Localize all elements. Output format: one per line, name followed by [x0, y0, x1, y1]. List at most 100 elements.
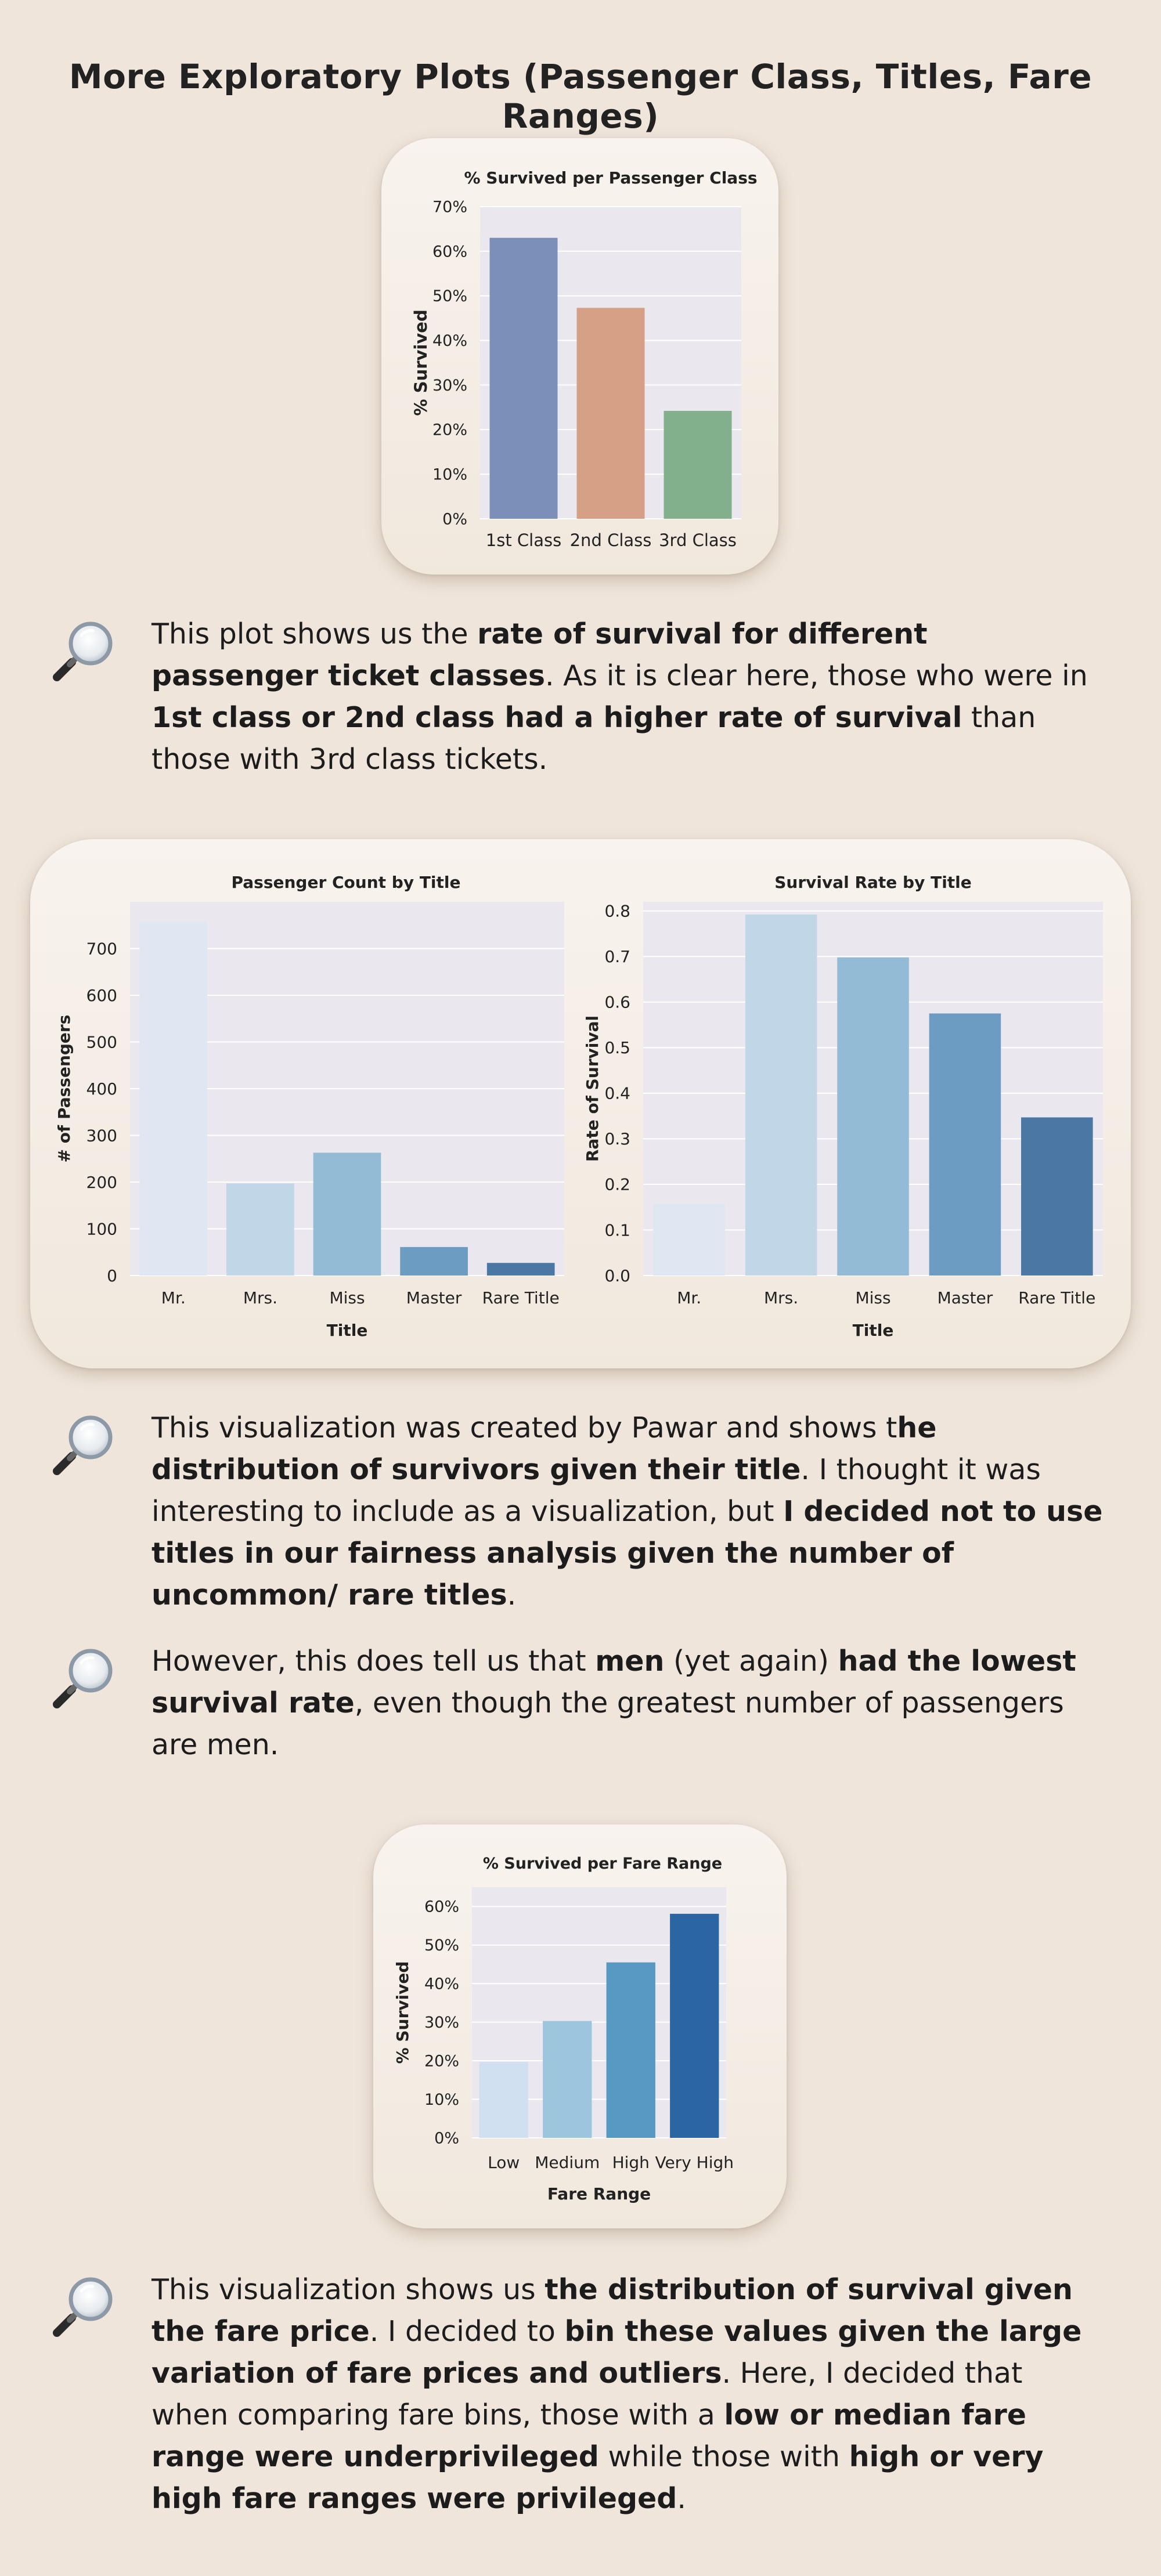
x-axis-label: Title	[327, 1321, 368, 1340]
x-tick-label: Low	[488, 2153, 520, 2172]
x-tick-label: Master	[938, 1288, 993, 1307]
chart-card-titles: 0 100 200 300 400 500 600 700 Mr. Mrs. Miss Master R…	[30, 839, 1131, 1368]
y-tick-label: 0.3	[604, 1129, 630, 1148]
bold-text: I decided not to use titles in our fairn…	[152, 1495, 1103, 1612]
bar-mr-	[653, 1204, 725, 1276]
x-tick-label: 1st Class	[486, 530, 561, 550]
bar-mr-	[139, 922, 208, 1276]
x-tick-label: Mr.	[677, 1288, 701, 1307]
y-tick-label: 0.0	[604, 1266, 630, 1285]
text-run: This plot shows us the	[152, 617, 478, 651]
x-tick-label: Master	[406, 1288, 462, 1307]
y-tick-label: 20%	[432, 421, 467, 439]
bar-master	[400, 1247, 468, 1276]
bar-rare-title	[1021, 1117, 1093, 1276]
text-run: However, this does tell us that	[152, 1645, 596, 1678]
magnifying-glass-icon	[52, 2274, 116, 2337]
bold-text: rate of survival for different passenger…	[152, 617, 928, 692]
bar-miss	[837, 957, 909, 1276]
y-tick-label: 40%	[432, 332, 467, 350]
chart-card-fare-range: 0% 10% 20% 30% 40% 50% 60% Low Medium High Very Hi…	[373, 1824, 787, 2228]
x-tick-label: Very High	[655, 2153, 734, 2172]
chart-survival-rate-by-title: 0.0 0.1 0.2 0.3 0.4 0.5 0.6 0.7 0.8 Mr. Mrs. Miss Ma…	[583, 873, 1103, 1340]
x-tick-label: Rare Title	[482, 1288, 560, 1307]
magnifying-glass-icon	[52, 618, 116, 682]
chart-title: Passenger Count by Title	[231, 873, 460, 892]
page-title: More Exploratory Plots (Passenger Class,…	[68, 57, 1093, 136]
y-tick-label: 300	[86, 1126, 117, 1145]
text-run: . Here, I decided that when comparing fa…	[152, 2357, 1023, 2432]
x-tick-label: Medium	[535, 2153, 600, 2172]
y-tick-label: 60%	[432, 243, 467, 261]
paragraph-men-survival: However, this does tell us that men (yet…	[152, 1641, 1104, 1766]
y-tick-label: 40%	[424, 1975, 459, 1993]
y-tick-label: 0.6	[604, 993, 630, 1012]
x-tick-label: Rare Title	[1018, 1288, 1095, 1307]
x-tick-label: Mrs.	[243, 1288, 277, 1307]
y-tick-label: 30%	[432, 377, 467, 395]
y-tick-label: 0%	[442, 510, 467, 528]
text-run: This visualization was created by Pawar …	[152, 1411, 897, 1444]
y-tick-label: 700	[86, 939, 117, 958]
chart-passenger-class: 0% 10% 20% 30% 40% 50% 60% 70% 1st Class 2nd Clas…	[411, 168, 758, 550]
text-run: . I decided to	[369, 2315, 565, 2348]
y-axis-label: % Survived	[393, 1961, 412, 2064]
bar-3rd-class	[664, 411, 732, 519]
chart-passenger-count-by-title: 0 100 200 300 400 500 600 700 Mr. Mrs. Miss Master R…	[55, 873, 564, 1340]
y-tick-label: 0.2	[604, 1175, 630, 1194]
x-tick-label: 2nd Class	[570, 530, 652, 550]
bar-2nd-class	[576, 308, 645, 519]
y-tick-label: 200	[86, 1173, 117, 1192]
y-tick-label: 0.4	[604, 1084, 630, 1103]
y-tick-label: 20%	[424, 2053, 459, 2071]
x-tick-label: High	[612, 2153, 650, 2172]
y-tick-label: 100	[86, 1219, 117, 1238]
y-tick-label: 600	[86, 986, 117, 1005]
chart-fare-range: 0% 10% 20% 30% 40% 50% 60% Low Medium High Very Hi…	[393, 1855, 734, 2203]
y-tick-label: 0.7	[604, 947, 630, 966]
y-tick-label: 10%	[432, 466, 467, 484]
x-tick-label: Mr.	[161, 1288, 186, 1307]
x-tick-label: Miss	[329, 1288, 365, 1307]
bar-medium	[543, 2021, 592, 2138]
paragraph-fare-range: This visualization shows us the distribu…	[152, 2269, 1104, 2520]
bar-high	[606, 1962, 655, 2138]
chart-title: % Survived per Passenger Class	[464, 168, 757, 187]
bold-text: low or median fare range were underprivi…	[152, 2398, 1026, 2473]
bold-text: bin these values given the large variati…	[152, 2315, 1082, 2390]
chart-title: % Survived per Fare Range	[483, 1855, 722, 1873]
bold-text: high or very high fare ranges were privi…	[152, 2440, 1044, 2515]
y-tick-label: 400	[86, 1079, 117, 1099]
y-tick-label: 0.8	[604, 902, 630, 921]
bar-1st-class	[489, 237, 558, 519]
y-tick-label: 500	[86, 1032, 117, 1052]
text-run: than those with 3rd class tickets.	[152, 701, 1036, 776]
text-run: . I thought it was interesting to includ…	[152, 1453, 1041, 1528]
text-run: .	[677, 2482, 686, 2515]
y-tick-label: 50%	[424, 1936, 459, 1954]
y-tick-label: 10%	[424, 2091, 459, 2109]
y-tick-label: 50%	[432, 287, 467, 305]
y-axis-label: Rate of Survival	[583, 1016, 602, 1162]
y-axis-label: # of Passengers	[55, 1015, 74, 1163]
bar-mrs-	[745, 914, 817, 1276]
magnifying-glass-icon	[52, 1412, 116, 1476]
bar-very-high	[670, 1913, 719, 2138]
x-axis-label: Fare Range	[547, 2184, 651, 2203]
y-tick-label: 70%	[432, 198, 467, 216]
y-tick-label: 0	[107, 1266, 117, 1285]
bold-text: the distribution of survival given the f…	[152, 2273, 1073, 2348]
y-tick-label: 60%	[424, 1898, 459, 1916]
text-run: while those with	[598, 2440, 849, 2473]
bar-low	[479, 2062, 528, 2138]
bold-text: had the lowest survival rate	[152, 1645, 1076, 1719]
bold-text: he distribution of survivors given their…	[152, 1411, 937, 1486]
magnifying-glass-icon	[52, 1645, 116, 1709]
text-run: .	[507, 1578, 517, 1612]
y-tick-label: 0.5	[604, 1038, 630, 1057]
text-run: , even though the greatest number of pas…	[152, 1686, 1064, 1761]
x-tick-label: 3rd Class	[659, 530, 737, 550]
chart-card-passenger-class: 0% 10% 20% 30% 40% 50% 60% 70% 1st Class 2nd Clas…	[381, 138, 778, 575]
x-axis-label: Title	[853, 1321, 894, 1340]
bar-master	[929, 1013, 1001, 1276]
